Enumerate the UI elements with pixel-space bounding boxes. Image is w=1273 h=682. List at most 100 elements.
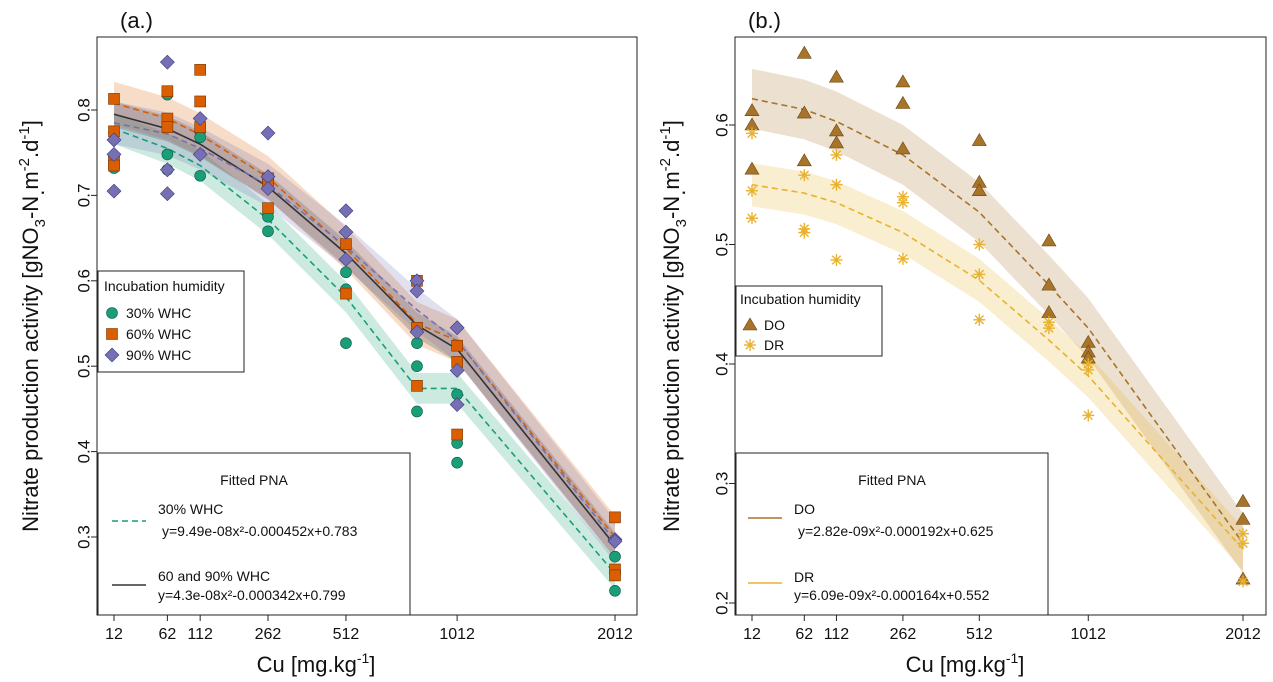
data-point xyxy=(161,85,174,98)
data-point xyxy=(1041,277,1057,291)
x-tick-label: 1012 xyxy=(1070,626,1106,643)
legend-marker xyxy=(106,307,118,319)
data-point xyxy=(192,111,208,126)
data-point xyxy=(607,533,623,549)
data-point xyxy=(106,146,122,162)
data-point xyxy=(609,511,621,524)
data-point xyxy=(896,196,909,209)
data-point xyxy=(746,127,758,140)
panel-b-label: (b.) xyxy=(748,8,781,33)
panel-b-fit-legend: Fitted PNA DO y=2.82e-09x²-0.000192x+0.6… xyxy=(735,452,1049,616)
fit-legend-eq-dr: y=6.09e-09x²-0.000164x+0.552 xyxy=(794,587,990,603)
x-tick-label: 112 xyxy=(824,626,850,643)
data-point xyxy=(449,320,465,336)
data-point xyxy=(449,397,465,413)
panel-b-point-legend-title: Incubation humidity xyxy=(740,291,861,307)
y-tick-label: 0.6 xyxy=(712,113,731,137)
data-point xyxy=(830,254,843,267)
panel-a-points xyxy=(106,54,623,597)
fit-legend-eq-60-90: y=4.3e-08x²-0.000342x+0.799 xyxy=(158,587,346,603)
data-point xyxy=(1041,233,1057,247)
fit-legend-label-30: 30% WHC xyxy=(158,501,223,517)
data-point xyxy=(194,95,206,108)
data-point xyxy=(971,132,987,146)
data-point xyxy=(746,212,758,225)
data-point xyxy=(340,337,352,349)
panel-b-points xyxy=(744,45,1251,588)
panel-a-y-axis: 0.3 0.4 0.5 0.6 0.7 0.8 xyxy=(74,98,97,549)
x-tick-label: 1012 xyxy=(439,626,475,643)
fit-line xyxy=(751,183,1244,550)
data-point xyxy=(796,153,812,167)
data-point xyxy=(1237,537,1249,550)
data-point xyxy=(451,428,463,441)
panel-b-x-axis-label: Cu [mg.kg-1] xyxy=(906,650,1025,677)
panel-a-fit-legend: Fitted PNA 30% WHC y=9.49e-08x²-0.000452… xyxy=(97,452,411,616)
panel-a-x-axis-label: Cu [mg.kg-1] xyxy=(257,650,376,677)
data-point xyxy=(895,74,911,88)
panel-b-confidence-bands xyxy=(752,68,1243,574)
y-tick-label: 0.4 xyxy=(712,352,731,376)
y-tick-label: 0.6 xyxy=(74,269,93,293)
data-point xyxy=(411,405,423,418)
data-point xyxy=(409,324,425,340)
legend-label: 90% WHC xyxy=(126,347,191,363)
data-point xyxy=(828,69,844,83)
legend-marker xyxy=(742,317,758,331)
legend-label: 30% WHC xyxy=(126,305,191,321)
x-tick-label: 12 xyxy=(743,626,761,643)
data-point xyxy=(971,183,987,197)
fit-legend-label-do: DO xyxy=(794,501,815,517)
data-point xyxy=(409,283,425,299)
legend-label: DO xyxy=(764,317,785,333)
data-point xyxy=(798,169,811,182)
data-point xyxy=(1235,511,1251,525)
data-point xyxy=(106,132,122,148)
panel-b-x-axis: 12 62 112 262 512 1012 2012 xyxy=(743,615,1261,643)
data-point xyxy=(159,54,175,70)
data-point xyxy=(828,135,844,149)
y-tick-label: 0.3 xyxy=(712,472,731,496)
x-tick-label: 262 xyxy=(255,626,282,643)
x-tick-label: 62 xyxy=(158,626,176,643)
data-point xyxy=(262,202,274,215)
panel-a-point-legend: Incubation humidity 30% WHC 60% WHC 90% WH… xyxy=(97,270,245,373)
panel-a-x-axis: 12 62 112 262 512 1012 2012 xyxy=(105,615,633,643)
x-tick-label: 12 xyxy=(105,626,123,643)
data-point xyxy=(973,268,986,281)
legend-label: DR xyxy=(764,337,784,353)
data-point xyxy=(1235,493,1251,507)
data-point xyxy=(744,161,760,175)
y-tick-label: 0.2 xyxy=(712,591,731,615)
confidence-band xyxy=(114,113,615,590)
data-point xyxy=(260,181,276,196)
y-tick-label: 0.5 xyxy=(74,354,93,378)
data-point xyxy=(194,131,206,144)
data-point xyxy=(106,183,122,199)
panel-a-y-axis-label: Nitrate production activity [gNO3-N.m-2.… xyxy=(16,120,49,532)
data-point xyxy=(1082,363,1095,376)
legend-marker xyxy=(106,328,118,340)
panel-b: (b.) 12 62 112 262 512 1012 2012 0.20.30.40.50… xyxy=(657,8,1267,677)
confidence-band xyxy=(752,68,1243,574)
data-point xyxy=(451,339,463,352)
data-point xyxy=(1042,322,1055,335)
fit-line xyxy=(113,128,616,575)
x-tick-label: 512 xyxy=(333,626,360,643)
data-point xyxy=(895,141,911,155)
x-tick-label: 262 xyxy=(890,626,917,643)
y-tick-label: 0.5 xyxy=(712,233,731,257)
data-point xyxy=(338,203,354,219)
data-point xyxy=(340,287,352,300)
data-point xyxy=(161,121,174,133)
y-tick-label: 0.4 xyxy=(74,440,93,464)
x-tick-label: 2012 xyxy=(1225,626,1261,643)
data-point xyxy=(161,148,174,161)
data-point xyxy=(338,224,354,240)
data-point xyxy=(830,148,843,161)
panel-a: (a.) 12 62 112 262 512 1012 2012 0.30.40.50.60… xyxy=(16,8,638,677)
y-tick-label: 0.7 xyxy=(74,184,93,208)
data-point xyxy=(1237,575,1249,588)
data-point xyxy=(746,184,758,197)
